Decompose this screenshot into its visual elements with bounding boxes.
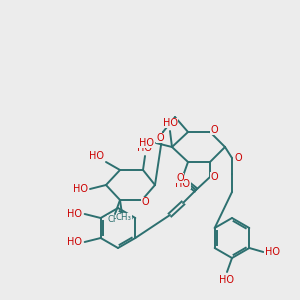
Text: HO: HO [67, 237, 82, 247]
Text: HO: HO [137, 143, 152, 153]
Text: O: O [210, 125, 218, 135]
Text: HO: HO [220, 275, 235, 285]
Text: CH₃: CH₃ [116, 214, 132, 223]
Text: HO: HO [163, 118, 178, 128]
Text: O: O [141, 197, 149, 207]
Text: HO: HO [73, 184, 88, 194]
Text: O: O [210, 172, 218, 182]
Text: HO: HO [89, 151, 104, 161]
Text: HO: HO [67, 209, 82, 219]
Text: O: O [176, 173, 184, 183]
Text: HO: HO [139, 138, 154, 148]
Text: O: O [156, 133, 164, 143]
Text: CH₃: CH₃ [107, 215, 123, 224]
Text: O: O [234, 153, 242, 163]
Text: HO: HO [265, 247, 280, 257]
Text: HO: HO [176, 179, 190, 189]
